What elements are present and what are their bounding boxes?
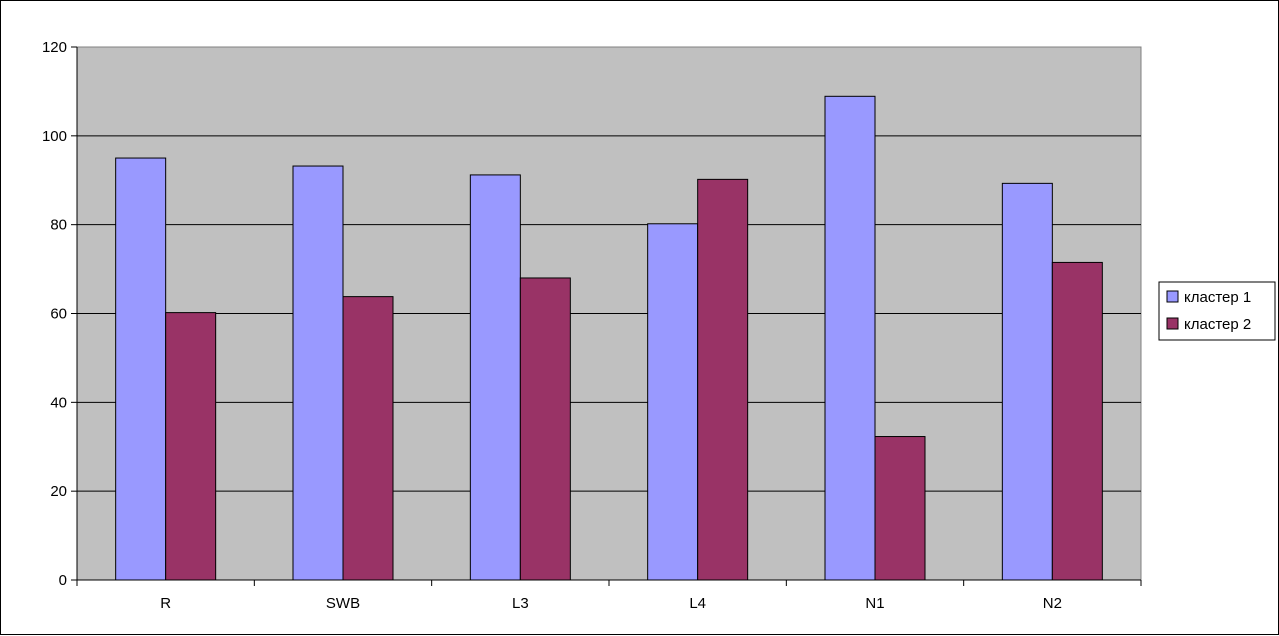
bar-l4-series-2 <box>697 178 749 581</box>
bar-swb-series-1 <box>292 165 344 581</box>
bar-n2-series-1 <box>1001 182 1053 581</box>
x-tick-labels: R SWB L3 L4 N1 N2 <box>160 595 1062 612</box>
bar-l4-series-1 <box>647 223 699 581</box>
x-tick-label-r: R <box>160 595 171 612</box>
legend-swatch-cluster-1 <box>1166 290 1179 303</box>
y-tick-label: 0 <box>59 572 67 589</box>
x-tick-label-l4: L4 <box>689 595 706 612</box>
y-tick-labels: 0 20 40 60 80 100 120 <box>42 39 67 589</box>
bar-r-series-1 <box>115 157 167 581</box>
gridlines <box>77 135 1141 492</box>
legend-label-cluster-2: кластер 2 <box>1184 316 1251 333</box>
x-tick-label-l3: L3 <box>512 595 529 612</box>
legend-swatch-cluster-2 <box>1166 317 1179 330</box>
bar-n2-series-2 <box>1051 261 1103 581</box>
x-tick-label-n2: N2 <box>1043 595 1062 612</box>
bar-r-series-2 <box>165 312 217 581</box>
bars <box>115 95 1103 581</box>
legend-label-cluster-1: кластер 1 <box>1184 289 1251 306</box>
bar-l3-series-2 <box>519 277 571 581</box>
y-tick-label: 20 <box>50 483 67 500</box>
x-tick-label-n1: N1 <box>865 595 884 612</box>
y-tick-label: 40 <box>50 394 67 411</box>
legend: кластер 1 кластер 2 <box>1158 281 1276 341</box>
axes <box>71 46 1142 586</box>
y-tick-label: 60 <box>50 306 67 323</box>
y-tick-label: 80 <box>50 217 67 234</box>
bar-swb-series-2 <box>342 296 394 581</box>
bar-l3-series-1 <box>469 174 521 581</box>
bar-n1-series-2 <box>874 436 926 581</box>
y-tick-label: 120 <box>42 39 67 56</box>
bar-n1-series-1 <box>824 95 876 581</box>
x-tick-label-swb: SWB <box>326 595 360 612</box>
y-tick-label: 100 <box>42 128 67 145</box>
